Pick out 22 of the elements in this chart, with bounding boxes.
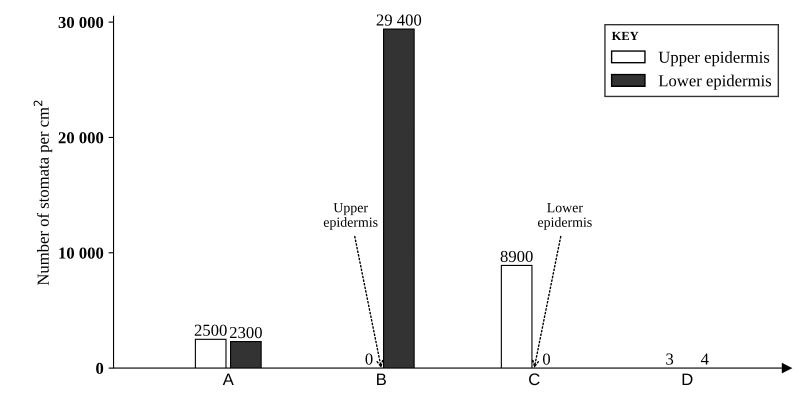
legend-label: Upper epidermis <box>658 51 770 66</box>
x-tick-label: C <box>529 373 540 386</box>
y-tick-label: 0 <box>96 362 104 374</box>
data-label: 0 <box>365 353 373 365</box>
data-label: 4 <box>700 354 709 365</box>
y-axis-title: Number of stomata per cm$^{2}$ <box>34 100 52 286</box>
legend-label: Lower epidermis <box>658 74 772 90</box>
y-tick-label: 10 000 <box>59 247 104 259</box>
x-tick-label: B <box>377 374 386 386</box>
data-label: 8900 <box>500 250 533 262</box>
data-label: 0 <box>542 353 550 365</box>
x-tick-label: D <box>682 374 692 386</box>
data-label: 3 <box>666 353 674 365</box>
annotation: Upper epidermis <box>324 203 378 230</box>
annotation: Lower epidermis <box>538 203 592 230</box>
data-label: 29 400 <box>376 14 422 26</box>
data-label: 2300 <box>230 326 262 338</box>
x-tick-label: A <box>222 374 234 386</box>
legend-title: KEY <box>612 32 638 40</box>
y-tick-label: 20 000 <box>58 132 104 144</box>
y-tick-label: 30 000 <box>58 16 104 28</box>
data-label: 2500 <box>194 324 227 336</box>
